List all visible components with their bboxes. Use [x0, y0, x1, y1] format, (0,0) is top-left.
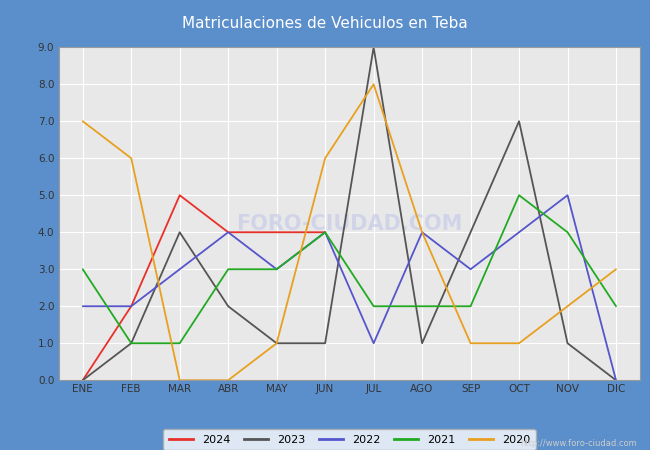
Legend: 2024, 2023, 2022, 2021, 2020: 2024, 2023, 2022, 2021, 2020 — [163, 429, 536, 450]
Text: Matriculaciones de Vehiculos en Teba: Matriculaciones de Vehiculos en Teba — [182, 16, 468, 31]
Text: http://www.foro-ciudad.com: http://www.foro-ciudad.com — [520, 439, 637, 448]
Text: FORO-CIUDAD.COM: FORO-CIUDAD.COM — [236, 214, 463, 234]
